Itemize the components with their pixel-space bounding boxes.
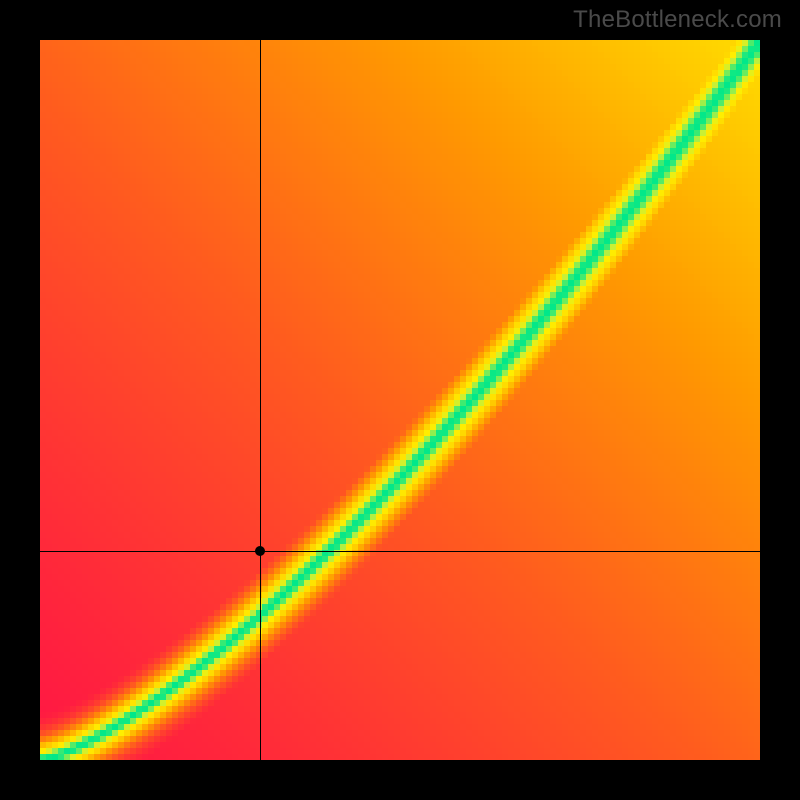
heatmap-canvas (40, 40, 760, 760)
watermark-text: TheBottleneck.com (573, 6, 782, 34)
crosshair-vertical (260, 40, 261, 760)
chart-container: TheBottleneck.com (0, 0, 800, 800)
crosshair-horizontal (40, 551, 760, 552)
plot-area (40, 40, 760, 760)
marker-dot (255, 546, 265, 556)
